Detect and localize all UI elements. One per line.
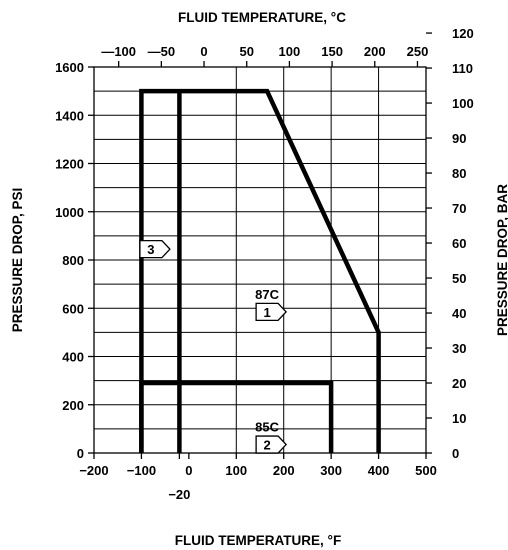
tick-label-bar: 10: [452, 411, 466, 426]
note-flag-shape: [255, 302, 288, 322]
tick-label-bar: 0: [452, 446, 459, 461]
note-flag-3: 3: [139, 239, 171, 259]
tick-label-psi: 800: [62, 253, 84, 268]
note-flag-shape: [255, 435, 288, 454]
right-axis-title: PRESSURE DROP, BAR: [495, 184, 508, 336]
tick-label-c: —50: [148, 44, 175, 59]
tick-label-psi: 1600: [55, 60, 84, 75]
note-flag-shape: [139, 239, 171, 259]
tick-label-bar: 110: [452, 61, 473, 76]
note-flag-label: 1: [263, 305, 270, 320]
tick-label-c: 250: [407, 44, 429, 59]
ticks: −200 −100 0 100 200 300 400 500−20—100 —50 0 50 100…: [55, 26, 474, 502]
tick-label-c: 150: [321, 44, 343, 59]
tick-label-bar: 100: [452, 96, 474, 111]
tick-label-f: 400: [368, 463, 390, 478]
tick-label-f: −200: [79, 463, 108, 478]
tick-label-f: 100: [225, 463, 247, 478]
tick-label-f: −100: [127, 463, 156, 478]
tick-label-psi: 1200: [55, 157, 84, 172]
tick-label-bar: 30: [452, 341, 466, 356]
note-flag-2: 2: [255, 435, 288, 454]
left-axis-title: PRESSURE DROP, PSI: [10, 188, 25, 333]
tick-label-bar: 120: [452, 26, 474, 41]
tick-label-c: 200: [364, 44, 386, 59]
series-label-85C: 85C: [255, 419, 279, 434]
tick-label-psi: 400: [62, 350, 84, 365]
series-line-85C: [139, 380, 334, 453]
tick-label-psi: 1400: [55, 108, 84, 123]
tick-label-f: 0: [185, 463, 192, 478]
tick-label-c: 0: [200, 44, 207, 59]
tick-label-psi: 200: [62, 398, 84, 413]
series-line-87C: [139, 88, 381, 453]
series-layer: [139, 88, 381, 453]
tick-label-f: 500: [415, 463, 437, 478]
tick-label-c: 50: [239, 44, 253, 59]
tick-label-c: —100: [101, 44, 136, 59]
series-label-87C: 87C: [255, 287, 279, 302]
tick-label-f: 300: [320, 463, 342, 478]
note-flag-label: 2: [263, 438, 270, 453]
grid: [94, 67, 426, 453]
tick-label-c: 100: [279, 44, 301, 59]
tick-label-bar: 40: [452, 306, 466, 321]
tick-label-bar: 70: [452, 201, 466, 216]
tick-label-bar: 90: [452, 131, 466, 146]
tick-label-f-minus20: −20: [168, 487, 190, 502]
tick-label-bar: 50: [452, 271, 466, 286]
tick-label-bar: 60: [452, 236, 466, 251]
tick-label-bar: 20: [452, 376, 466, 391]
tick-label-psi: 600: [62, 301, 84, 316]
tick-label-f: 200: [273, 463, 295, 478]
note-flag-1: 1: [255, 302, 288, 322]
bottom-axis-title: FLUID TEMPERATURE, °F: [175, 533, 341, 548]
tick-label-psi: 0: [77, 446, 84, 461]
tick-label-psi: 1000: [55, 205, 84, 220]
tick-label-bar: 80: [452, 166, 466, 181]
top-axis-title: FLUID TEMPERATURE, °C: [178, 10, 346, 25]
annotations: 87C 85C 3 1 2: [139, 239, 288, 454]
note-flag-label: 3: [147, 242, 154, 257]
